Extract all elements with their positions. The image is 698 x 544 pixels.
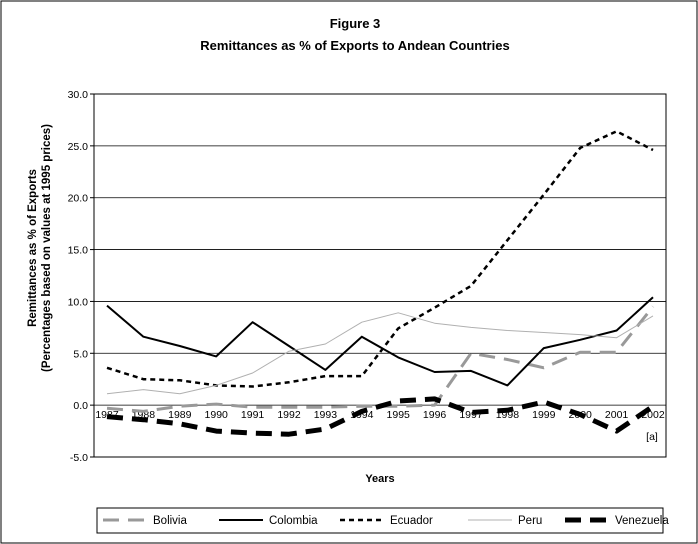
y-tick-label: 30.0 [68, 89, 89, 101]
footnote-marker: [a] [646, 431, 658, 443]
series-line-colombia [106, 296, 654, 387]
x-tick-label: 1993 [314, 409, 338, 421]
y-tick-label: 5.0 [73, 348, 88, 360]
chart-title: Figure 3 [330, 16, 381, 31]
legend-label: Venezuela [615, 515, 669, 527]
series-line-venezuela [106, 396, 655, 437]
series-line-ecuador [106, 130, 654, 388]
y-tick-label: 0.0 [73, 400, 88, 412]
y-axis-label: Remittances as % of Exports [27, 169, 39, 327]
y-axis-label-sub: (Percentages based on values at 1995 pri… [41, 124, 53, 372]
x-tick-label: 1991 [241, 409, 265, 421]
legend-label: Peru [518, 515, 542, 527]
x-tick-label: 1992 [277, 409, 301, 421]
x-tick-label: 1989 [168, 409, 192, 421]
legend-label: Ecuador [390, 515, 433, 527]
chart-subtitle: Remittances as % of Exports to Andean Co… [200, 38, 509, 53]
legend-label: Bolivia [153, 515, 187, 527]
y-tick-label: 15.0 [68, 245, 89, 257]
x-tick-label: 1995 [387, 409, 411, 421]
x-tick-label: 1999 [532, 409, 556, 421]
series-line-peru [106, 312, 654, 395]
legend: Bolivia Colombia Ecuador Peru Venezuela [96, 507, 669, 534]
x-axis-label: Years [365, 473, 394, 485]
series-line-bolivia [106, 305, 655, 413]
y-tick-label: 20.0 [68, 193, 89, 205]
legend-label: Colombia [269, 515, 318, 527]
y-tick-label: -5.0 [70, 452, 88, 464]
y-tick-label: 10.0 [68, 296, 89, 308]
x-tick-label: 1990 [205, 409, 229, 421]
x-tick-label: 2001 [605, 409, 629, 421]
x-tick-label: 1996 [423, 409, 447, 421]
y-tick-label: 25.0 [68, 141, 89, 153]
